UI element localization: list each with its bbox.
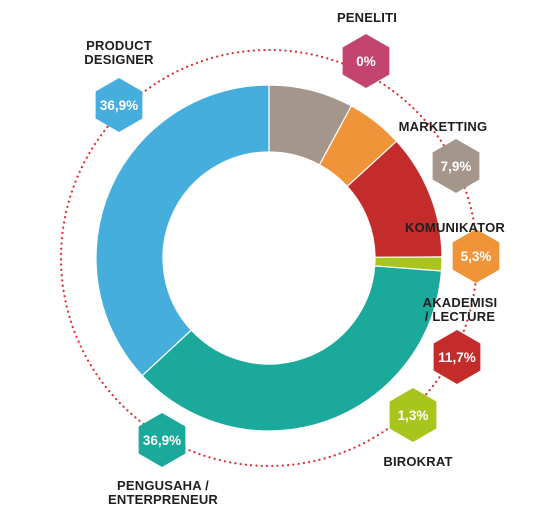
category-label-line: PENGUSAHA / (117, 478, 209, 493)
category-label-line: MARKETTING (399, 119, 488, 134)
category-label-4: BIROKRAT (383, 454, 452, 469)
value-label: 0% (356, 54, 376, 69)
category-label-0: PENELITI (337, 10, 397, 25)
hexagon-shape (95, 78, 143, 132)
category-label-line: PRODUCT (86, 38, 152, 53)
category-labels: PENELITI MARKETTING KOMUNIKATOR AKADEMISI / … (84, 10, 505, 507)
value-label: 36,9% (143, 433, 181, 448)
category-label-1: MARKETTING (399, 119, 488, 134)
category-label-line: BIROKRAT (383, 454, 452, 469)
category-label-3: AKADEMISI / LECTURE (423, 295, 498, 324)
slice-5 (141, 265, 443, 432)
hexagon-shape (433, 330, 481, 384)
value-label: 5,3% (461, 249, 492, 264)
value-badge-4: 1,3% (389, 388, 437, 442)
category-label-6: PRODUCT DESIGNER (84, 38, 154, 67)
value-label: 7,9% (441, 159, 472, 174)
value-badge-1: 7,9% (432, 139, 480, 193)
category-label-line: KOMUNIKATOR (405, 220, 505, 235)
hexagon-shape (342, 34, 390, 88)
category-label-line: DESIGNER (84, 52, 154, 67)
value-label: 1,3% (398, 408, 429, 423)
category-label-5: PENGUSAHA / ENTERPRENEUR (108, 478, 218, 507)
category-label-line: PENELITI (337, 10, 397, 25)
slice-6 (95, 84, 270, 377)
hexagon-shape (389, 388, 437, 442)
value-badge-0: 0% (342, 34, 390, 88)
value-label: 11,7% (438, 350, 476, 365)
hexagon-shape (452, 229, 500, 283)
category-label-line: ENTERPRENEUR (108, 492, 218, 507)
category-label-line: / LECTURE (425, 309, 496, 324)
category-label-line: AKADEMISI (423, 295, 498, 310)
value-badge-5: 36,9% (138, 413, 186, 467)
donut-slices (95, 84, 443, 432)
value-label: 36,9% (100, 98, 138, 113)
value-badge-6: 36,9% (95, 78, 143, 132)
value-badges: 0% 7,9% 5,3% 11,7% 1,3% 36,9% 36,9% (95, 34, 500, 467)
hexagon-shape (432, 139, 480, 193)
value-badge-3: 11,7% (433, 330, 481, 384)
category-label-2: KOMUNIKATOR (405, 220, 505, 235)
hexagon-shape (138, 413, 186, 467)
value-badge-2: 5,3% (452, 229, 500, 283)
